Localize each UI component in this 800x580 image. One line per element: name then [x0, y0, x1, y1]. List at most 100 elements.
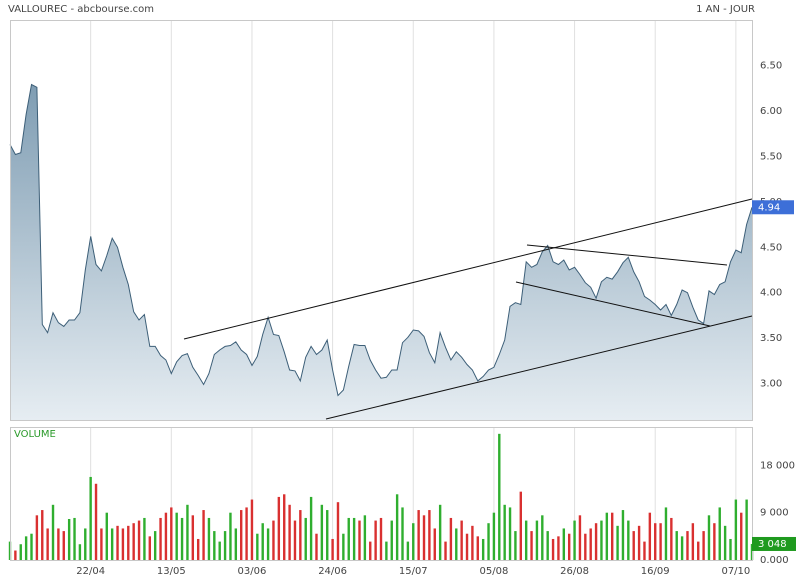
trend-line [325, 315, 753, 420]
volume-bar [78, 544, 82, 560]
volume-bar [697, 541, 700, 560]
volume-bar [336, 502, 340, 560]
volume-bar [196, 538, 200, 560]
volume-bar [315, 533, 318, 560]
volume-bar [438, 504, 442, 560]
trend-lines [183, 198, 753, 420]
volume-bar [30, 533, 33, 560]
volume-bar [277, 496, 281, 560]
volume-bar [272, 520, 275, 560]
x-tick-label: 07/10 [721, 566, 750, 577]
x-tick-label: 03/06 [238, 566, 267, 577]
volume-bar [283, 494, 286, 560]
volume-bar [385, 541, 388, 560]
y-tick-label: 0.000 [760, 555, 789, 566]
volume-bar [218, 541, 221, 560]
volume-bar [535, 520, 539, 560]
last-value-box [752, 200, 794, 215]
volume-bar [487, 523, 490, 560]
y-tick-label: 3.00 [760, 379, 782, 390]
volume-bar [412, 523, 415, 560]
volume-bar [121, 528, 125, 560]
x-tick-label: 05/08 [479, 566, 508, 577]
volume-bar [691, 523, 695, 560]
volume-bar [223, 531, 227, 560]
volume-bar [664, 507, 668, 560]
volume-bar [191, 515, 195, 560]
volume-bar [524, 520, 528, 560]
volume-bar [401, 507, 404, 560]
volume-bar [508, 507, 512, 560]
volume-bar [621, 510, 625, 560]
volume-bar [481, 538, 485, 560]
volume-bar [578, 515, 582, 560]
volume-bar [433, 528, 436, 560]
volume-bar [670, 517, 673, 560]
volume-bar [680, 536, 684, 560]
volume-bar [514, 531, 517, 560]
volume-bar [309, 496, 313, 560]
volume-bar [605, 512, 609, 560]
volume-bar [153, 531, 157, 560]
volume-bar [293, 520, 297, 560]
volume-bar [686, 531, 689, 560]
volume-bar [256, 533, 259, 560]
y-tick-label: 4.00 [760, 288, 782, 299]
volume-bar [734, 499, 738, 560]
price-area [10, 84, 752, 420]
volume-bar [342, 533, 345, 560]
volume-bar [159, 517, 162, 560]
volume-bar [320, 504, 324, 560]
volume-bar [379, 517, 383, 560]
volume-bar [137, 520, 141, 560]
volume-bar [180, 517, 184, 560]
volume-bar [352, 517, 356, 560]
volume-bar [632, 531, 635, 560]
volume-bar [67, 518, 71, 560]
volume-bar [62, 531, 65, 560]
volume-bar [369, 541, 372, 560]
volume-bar [449, 517, 453, 560]
volume-bar [41, 510, 44, 560]
volume-bar [164, 512, 168, 560]
volume-frame [10, 427, 753, 561]
volume-bar [116, 525, 119, 560]
volume-bar [557, 536, 560, 560]
marks [8, 83, 754, 560]
volume-bar [627, 520, 630, 560]
volume-bar [363, 515, 367, 560]
volume-bar [202, 510, 205, 560]
last-value-label: 3 048 [758, 539, 787, 550]
volume-bar [551, 538, 555, 560]
volume-bar [589, 528, 592, 560]
volume-bar [718, 507, 721, 560]
x-tick-label: 26/08 [560, 566, 589, 577]
y-tick-label: 6.00 [760, 106, 782, 117]
y-tick-label: 18 000 [760, 460, 795, 471]
volume-bar [105, 512, 108, 560]
volume-bar [143, 517, 146, 560]
volume-bar [331, 538, 334, 560]
volume-bar [740, 512, 743, 560]
volume-bar [503, 504, 506, 560]
volume-bar [14, 550, 17, 560]
volume-bar [229, 512, 232, 560]
x-tick-label: 15/07 [399, 566, 428, 577]
volume-bar [417, 510, 420, 560]
volume-bar [444, 541, 447, 560]
volume-bar [460, 520, 463, 560]
last-value-box [752, 536, 796, 551]
volume-bar [659, 523, 662, 560]
volume-bar [422, 515, 426, 560]
volume-bar [245, 507, 248, 560]
volume-bar [250, 499, 254, 560]
chart-title: VALLOUREC - abcbourse.com [8, 4, 154, 15]
price-frame [10, 20, 753, 421]
x-tick-label: 24/06 [318, 566, 347, 577]
volume-bar [707, 515, 711, 560]
volume-bar [24, 536, 28, 560]
volume-bar [19, 544, 22, 560]
volume-bar [541, 515, 544, 560]
volume-bar [186, 504, 189, 560]
